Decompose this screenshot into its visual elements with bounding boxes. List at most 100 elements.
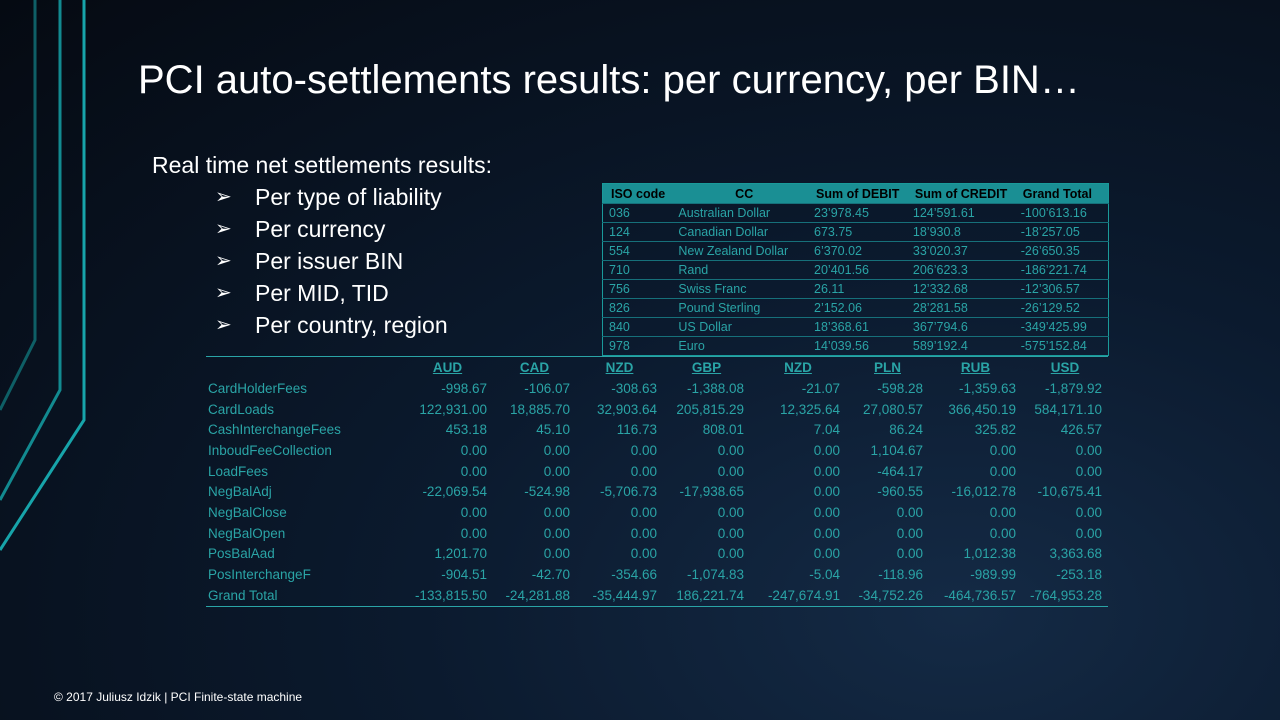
footer-text: © 2017 Juliusz Idzik | PCI Finite-state … <box>54 690 303 704</box>
table-cell: US Dollar <box>672 317 809 337</box>
table-row: 978 Euro 14’039.56 589’192.4 -575’152.84 <box>602 336 1109 356</box>
table-cell: 0.00 <box>896 504 923 520</box>
table-cell: 2’152.06 <box>808 298 907 318</box>
table-cell: -960.55 <box>877 484 923 500</box>
table-cell: -18’257.05 <box>1014 222 1109 242</box>
table-cell: 206’623.3 <box>906 260 1015 280</box>
table-cell: 453.18 <box>445 422 487 438</box>
table-cell: 27,080.57 <box>862 401 923 417</box>
table-cell: 0.00 <box>717 504 744 520</box>
table-row: NegBalClose 0.00 0.00 0.00 0.00 0.00 0.00 0.00 0… <box>206 502 1108 523</box>
table-cell: 124 <box>602 222 673 242</box>
row-label: NegBalOpen <box>208 525 286 541</box>
table-row: NegBalAdj -22,069.54 -524.98 -5,706.73 -17,9… <box>206 481 1108 502</box>
table-cell: -989.99 <box>970 567 1016 583</box>
table-cell: Pound Sterling <box>672 298 809 318</box>
table-cell: 0.00 <box>543 546 570 562</box>
table-cell: -998.67 <box>441 380 487 396</box>
table-cell: -10,675.41 <box>1037 484 1102 500</box>
table-cell: -24,281.88 <box>505 587 570 603</box>
table-cell: 0.00 <box>813 546 840 562</box>
pivot-table: AUD CAD NZD GBP NZD PLN RUB USD CardHolderFees -… <box>206 356 1108 606</box>
bullet-list: ➢ Per type of liability ➢ Per currency ➢ Pe… <box>215 181 448 341</box>
table-cell: 0.00 <box>989 442 1016 458</box>
grand-total-row: Grand Total -133,815.50 -24,281.88 -35,444.… <box>206 585 1108 606</box>
table-cell: 1,104.67 <box>870 442 923 458</box>
table-cell: Rand <box>672 260 809 280</box>
table-cell: -26’650.35 <box>1014 241 1109 261</box>
table-cell: -1,359.63 <box>958 380 1016 396</box>
table-cell: 1,012.38 <box>963 546 1016 562</box>
table-cell: 0.00 <box>543 442 570 458</box>
table-cell: 0.00 <box>989 463 1016 479</box>
decorative-lines <box>0 0 86 551</box>
row-label: CardLoads <box>208 401 275 417</box>
table-cell: 0.00 <box>717 463 744 479</box>
table-cell: 0.00 <box>896 525 923 541</box>
table-cell: 18’930.8 <box>906 222 1015 242</box>
table-cell: 584,171.10 <box>1034 401 1102 417</box>
table-row: PosInterchangeF -904.51 -42.70 -354.66 -1,07… <box>206 564 1108 585</box>
table-cell: 6’370.02 <box>808 241 907 261</box>
table-cell: 0.00 <box>460 525 487 541</box>
table-row: 756 Swiss Franc 26.11 12’332.68 -12’306.57 <box>602 279 1109 299</box>
table-cell: -5,706.73 <box>599 484 657 500</box>
table-cell: Swiss Franc <box>672 279 809 299</box>
header-sum-credit: Sum of CREDIT <box>906 183 1015 204</box>
table-cell: -354.66 <box>611 567 657 583</box>
slide-subtitle: Real time net settlements results: <box>152 152 493 178</box>
table-cell: 86.24 <box>889 422 923 438</box>
bullet-item: ➢ Per type of liability <box>215 181 448 213</box>
table-cell: 0.00 <box>813 442 840 458</box>
table-cell: -904.51 <box>441 567 487 583</box>
table-cell: 325.82 <box>974 422 1016 438</box>
table-cell: -5.04 <box>809 567 840 583</box>
table-cell: 205,815.29 <box>676 401 744 417</box>
table-cell: 1,201.70 <box>434 546 487 562</box>
table-cell: -26’129.52 <box>1014 298 1109 318</box>
table-row: CashInterchangeFees 453.18 45.10 116.73 808.… <box>206 419 1108 440</box>
arrow-bullet-icon: ➢ <box>215 314 232 336</box>
table-cell: 20’401.56 <box>808 260 907 280</box>
pivot-bottom-border <box>206 606 1108 607</box>
iso-currency-table: ISO code CC Sum of DEBIT Sum of CREDIT G… <box>602 183 1109 356</box>
table-cell: -17,938.65 <box>679 484 744 500</box>
pivot-header-currency: NZD <box>784 359 812 375</box>
table-cell: Canadian Dollar <box>672 222 809 242</box>
table-row: 840 US Dollar 18’368.61 367’794.6 -349’425.9… <box>602 317 1109 337</box>
table-cell: -1,388.08 <box>686 380 744 396</box>
pivot-header-currency: USD <box>1050 359 1080 375</box>
table-cell: -764,953.28 <box>1029 587 1102 603</box>
table-cell: Australian Dollar <box>672 203 809 223</box>
row-label: PosInterchangeF <box>208 567 311 583</box>
header-sum-debit: Sum of DEBIT <box>808 183 907 204</box>
table-cell: -16,012.78 <box>951 484 1016 500</box>
table-cell: 036 <box>602 203 673 223</box>
pivot-header-currency: NZD <box>605 359 634 375</box>
row-label: PosBalAad <box>208 546 275 562</box>
table-cell: 0.00 <box>1075 504 1102 520</box>
bullet-item: ➢ Per issuer BIN <box>215 245 448 277</box>
table-cell: 756 <box>602 279 673 299</box>
table-header-row: ISO code CC Sum of DEBIT Sum of CREDIT G… <box>602 183 1109 204</box>
table-cell: 0.00 <box>1075 463 1102 479</box>
row-label: CashInterchangeFees <box>208 422 341 438</box>
table-cell: 0.00 <box>630 504 657 520</box>
table-cell: 0.00 <box>717 546 744 562</box>
table-cell: 0.00 <box>896 546 923 562</box>
header-iso-code: ISO code <box>602 183 673 204</box>
table-cell: 0.00 <box>630 442 657 458</box>
table-cell: -100’613.16 <box>1014 203 1109 223</box>
table-cell: 186,221.74 <box>676 587 744 603</box>
table-cell: 122,931.00 <box>419 401 487 417</box>
table-cell: -575’152.84 <box>1014 336 1109 356</box>
table-cell: 710 <box>602 260 673 280</box>
table-cell: 28’281.58 <box>906 298 1015 318</box>
table-cell: 826 <box>602 298 673 318</box>
table-cell: -22,069.54 <box>422 484 487 500</box>
arrow-bullet-icon: ➢ <box>215 186 232 208</box>
row-label: InboudFeeCollection <box>208 442 332 458</box>
header-cc: CC <box>672 183 809 204</box>
table-cell: 18’368.61 <box>808 317 907 337</box>
table-cell: 0.00 <box>630 525 657 541</box>
